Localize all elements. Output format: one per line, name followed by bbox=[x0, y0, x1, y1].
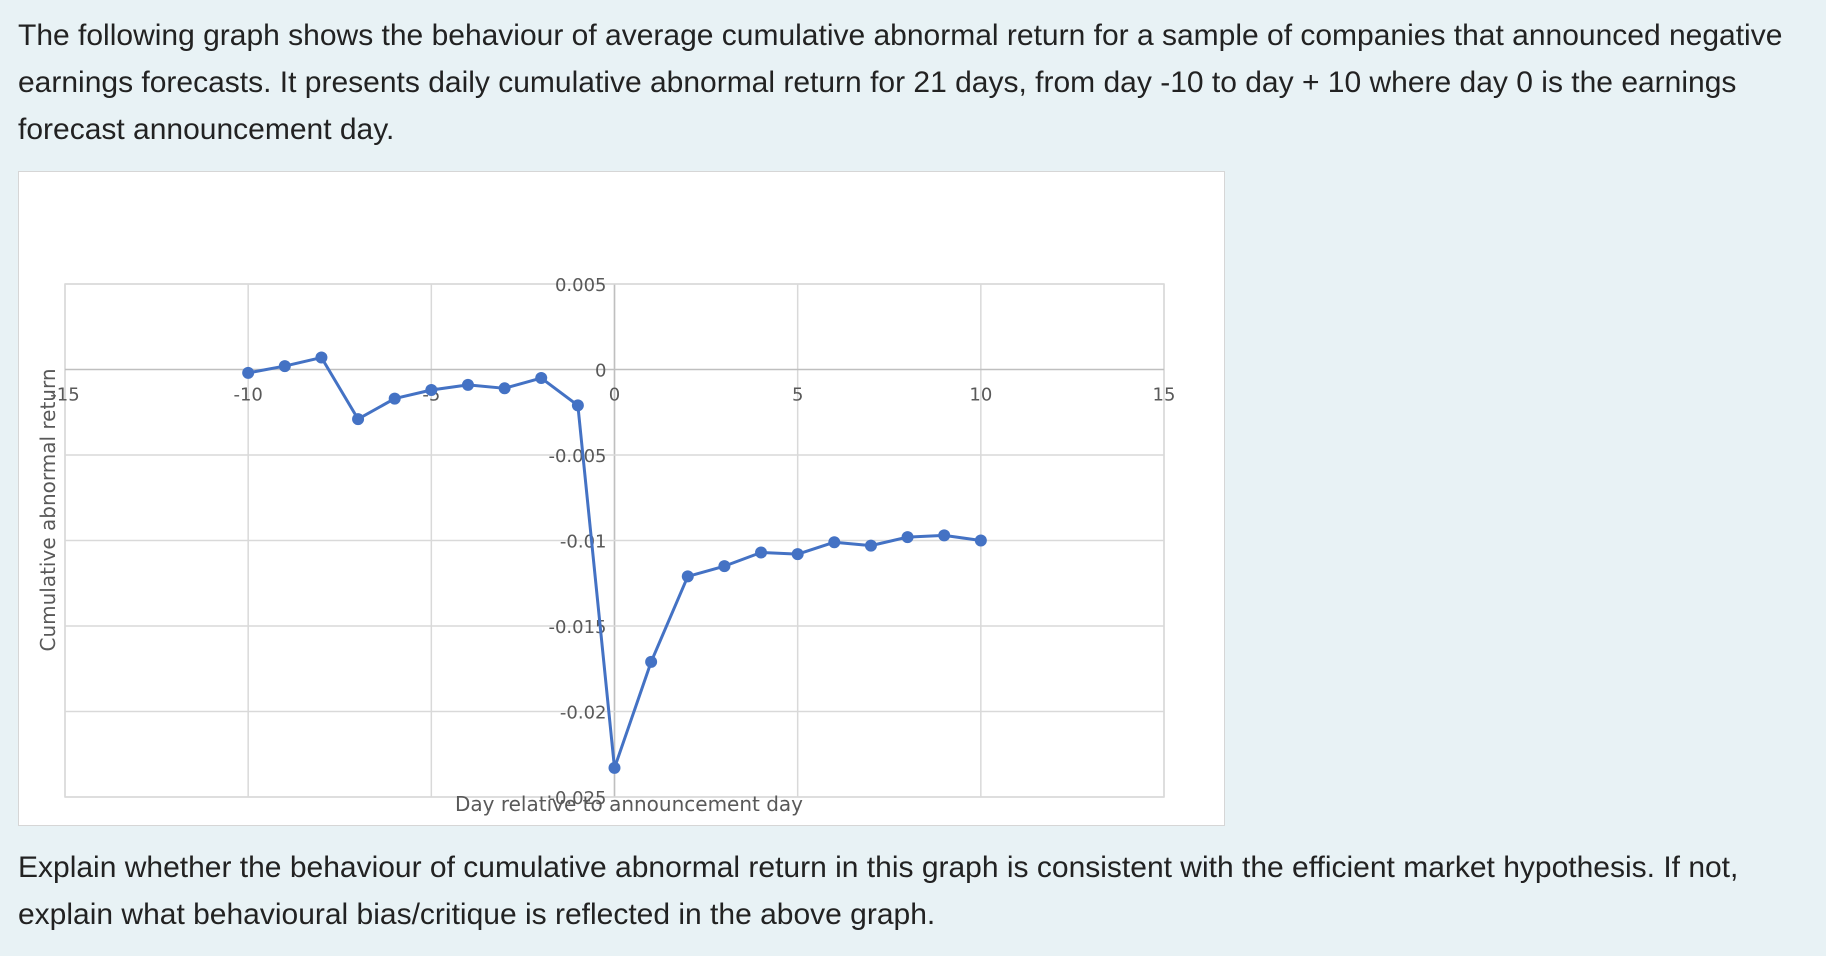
y-tick-label: 0.005 bbox=[555, 275, 607, 296]
x-tick-label: 5 bbox=[792, 385, 803, 406]
intro-text: The following graph shows the behaviour … bbox=[18, 19, 1783, 146]
x-tick-label: 10 bbox=[969, 385, 992, 406]
data-point bbox=[461, 378, 474, 391]
x-tick-label: -10 bbox=[233, 385, 262, 406]
data-point bbox=[608, 761, 621, 774]
x-tick-label: 0 bbox=[609, 385, 620, 406]
x-axis-title: Day relative to announcement day bbox=[455, 792, 803, 816]
data-point bbox=[901, 531, 914, 544]
chart-container: -15-10-5051015 0.0050-0.005-0.01-0.015-0… bbox=[18, 171, 1225, 826]
data-point bbox=[352, 413, 365, 426]
y-tick-label: -0.025 bbox=[548, 788, 606, 809]
data-point bbox=[718, 560, 731, 573]
cumulative-abnormal-return-chart: -15-10-5051015 0.0050-0.005-0.01-0.015-0… bbox=[36, 275, 1175, 816]
y-tick-label: -0.015 bbox=[548, 617, 606, 638]
data-point bbox=[388, 392, 401, 405]
data-point bbox=[242, 366, 255, 379]
data-point bbox=[864, 539, 877, 552]
data-point bbox=[974, 534, 987, 547]
y-axis-title: Cumulative abnormal return bbox=[36, 368, 60, 651]
question-text: Explain whether the behaviour of cumulat… bbox=[18, 851, 1739, 931]
y-tick-label: -0.01 bbox=[560, 532, 607, 553]
data-point bbox=[938, 529, 951, 542]
data-point bbox=[315, 351, 328, 364]
x-tick-label: -15 bbox=[50, 385, 79, 406]
series-1 bbox=[242, 351, 987, 774]
data-point bbox=[571, 399, 584, 412]
data-point bbox=[681, 570, 694, 583]
y-tick-label: 0 bbox=[595, 361, 606, 382]
data-point bbox=[498, 382, 511, 395]
y-tick-label: -0.02 bbox=[560, 703, 607, 724]
data-point bbox=[828, 536, 841, 549]
grid-lines bbox=[64, 283, 1165, 798]
data-point bbox=[791, 548, 804, 561]
y-tick-labels: 0.005 0 -0.005 -0.01 -0.015 -0.02 -0.025 bbox=[548, 275, 606, 809]
y-tick-label: -0.005 bbox=[548, 446, 606, 467]
x-tick-label: 15 bbox=[1153, 385, 1176, 406]
data-point bbox=[535, 372, 548, 385]
data-point bbox=[278, 360, 291, 373]
data-point bbox=[645, 655, 658, 668]
x-tick-labels: -15-10-5051015 bbox=[50, 385, 1175, 406]
data-point bbox=[425, 384, 438, 397]
data-point bbox=[755, 546, 768, 559]
